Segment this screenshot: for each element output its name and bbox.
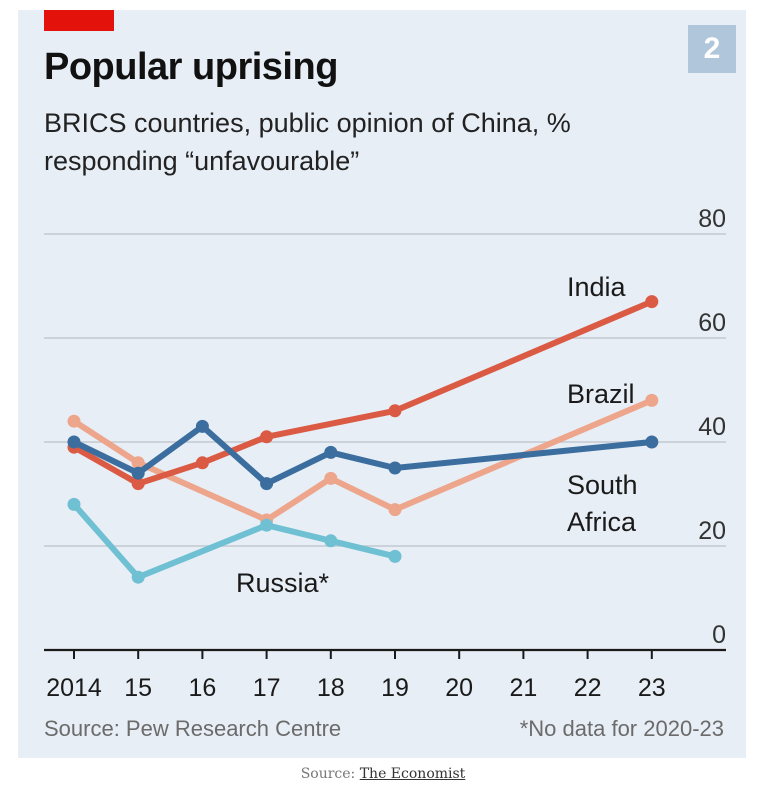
south-africa-point-2018 — [324, 445, 338, 459]
y-tick-label-0: 0 — [712, 621, 726, 649]
brazil-point-2015 — [131, 456, 145, 470]
series-label-south-africa: South Africa — [567, 470, 638, 537]
series-label-india: India — [567, 272, 627, 302]
x-tick-label-2020: 20 — [445, 674, 473, 702]
x-tick-label-2021: 21 — [509, 674, 537, 702]
russia-point-2018 — [324, 534, 338, 548]
source-note: Source: Pew Research Centre — [44, 716, 342, 741]
russia-point-2017 — [260, 518, 274, 532]
south-africa-point-2023 — [645, 435, 659, 449]
brazil-line — [71, 397, 655, 523]
y-tick-label-40: 40 — [698, 413, 726, 441]
india-point-2019 — [388, 404, 402, 418]
x-tick-label-2023: 23 — [638, 674, 666, 702]
x-tick-label-2019: 19 — [381, 674, 409, 702]
russia-point-2019 — [388, 549, 402, 563]
x-tick-label-2016: 16 — [188, 674, 216, 702]
south-africa-point-2015 — [131, 466, 145, 480]
russia-point-2014 — [67, 497, 81, 511]
chart-panel: Popular uprising BRICS countries, public… — [18, 10, 746, 758]
x-tick-label-2015: 15 — [124, 674, 152, 702]
page-credit: Source: The Economist — [0, 766, 766, 782]
accent-bar — [44, 10, 114, 31]
brazil-point-2019 — [388, 503, 402, 517]
y-tick-label-60: 60 — [698, 309, 726, 337]
credit-link[interactable]: The Economist — [359, 766, 466, 782]
south-africa-point-2019 — [388, 461, 402, 475]
x-tick-label-2018: 18 — [317, 674, 345, 702]
brazil-point-2018 — [324, 471, 338, 485]
russia-point-2015 — [131, 570, 145, 584]
south-africa-point-2016 — [195, 419, 209, 433]
india-point-2023 — [645, 295, 659, 309]
series-label-brazil: Brazil — [567, 379, 635, 409]
footnote: *No data for 2020-23 — [519, 716, 724, 741]
chart-subtitle: BRICS countries, public opinion of China… — [44, 108, 571, 176]
india-point-2016 — [195, 456, 209, 470]
x-tick-label-2017: 17 — [253, 674, 281, 702]
south-africa-point-2017 — [260, 477, 274, 491]
series-label-russia: Russia* — [236, 568, 330, 598]
india-line — [71, 298, 655, 487]
y-tick-label-80: 80 — [698, 205, 726, 233]
brazil-point-2014 — [67, 414, 81, 428]
south-africa-point-2014 — [67, 435, 81, 449]
x-tick-label-2014: 2014 — [46, 674, 102, 702]
brazil-point-2023 — [645, 393, 659, 407]
line-chart: 0 20 40 60 80 2014 15 16 17 18 19 20 21 22 23 Brazil Rus… — [44, 205, 726, 702]
india-point-2015 — [131, 477, 145, 491]
x-tick-label-2022: 22 — [574, 674, 602, 702]
chart-number-badge: 2 — [688, 25, 736, 73]
credit-prefix: Source: — [300, 766, 356, 782]
india-point-2017 — [260, 430, 274, 444]
russia-line — [71, 501, 398, 581]
chart-title: Popular uprising — [44, 46, 338, 88]
y-tick-label-20: 20 — [698, 517, 726, 545]
